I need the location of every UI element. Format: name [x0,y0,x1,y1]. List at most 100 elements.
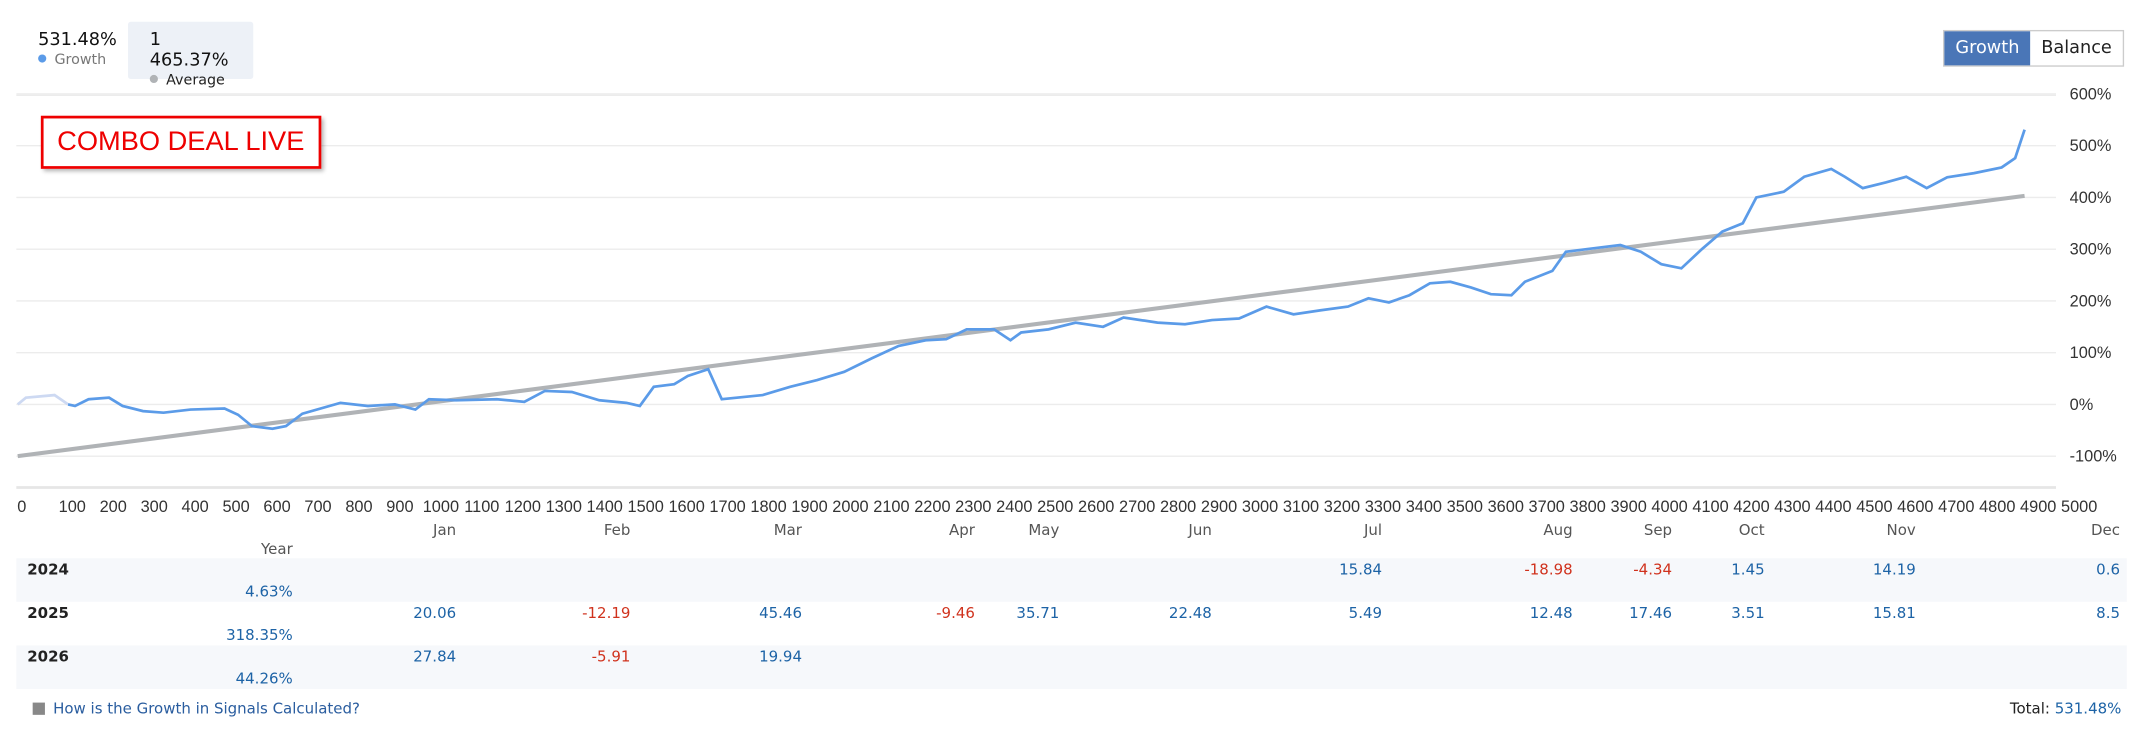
balance-tab[interactable]: Balance [2041,38,2112,59]
table-row: 2025 20.06 -12.19 45.46 -9.46 35.71 22.48 5.49 1… [16,602,2126,646]
x-tick-label: 1300 [546,498,582,516]
growth-line [67,129,2026,431]
x-tick-label: 700 [304,498,331,516]
x-tick-label: 4700 [1938,498,1974,516]
x-tick-label: 3500 [1447,498,1483,516]
cell-value: 20.06 [413,603,457,622]
x-tick-label: 2000 [832,498,868,516]
x-tick-label: 400 [182,498,209,516]
cell-value: Aug [1543,520,1573,539]
cell-value: 22.48 [1168,603,1212,622]
growth-dot-icon [38,54,47,63]
row-year: 2025 [27,603,69,622]
cell-value: -5.91 [591,647,631,666]
total-label: Total: [2009,699,2050,718]
cell-value: Oct [1738,520,1765,539]
x-tick-label: 2800 [1160,498,1196,516]
cell-value: May [1028,520,1060,539]
cell-value: 318.35% [226,625,293,644]
row-year: 2026 [27,647,69,666]
cell-value: Dec [2091,520,2121,539]
cell-value: 15.81 [1872,603,1916,622]
x-tick-label: 1500 [628,498,664,516]
y-tick-label: 0% [2070,396,2094,414]
x-tick-label: 5000 [2061,498,2097,516]
table-header-row: Jan Feb Mar Apr May Jun Jul Aug Sep Oct Nov Dec Year [16,520,2126,558]
growth-info-link[interactable]: How is the Growth in Signals Calculated? [32,699,360,718]
monthly-returns-table: Jan Feb Mar Apr May Jun Jul Aug Sep Oct Nov Dec Year… [16,520,2127,689]
x-tick-label: 2500 [1037,498,1073,516]
x-tick-label: 500 [222,498,249,516]
x-tick-label: 2700 [1119,498,1155,516]
x-tick-label: 1200 [505,498,541,516]
x-tick-label: 4000 [1651,498,1687,516]
cell-value: 27.84 [413,647,457,666]
y-tick-label: 300% [2070,241,2112,259]
y-tick-label: 200% [2070,292,2112,310]
x-tick-label: 4500 [1856,498,1892,516]
x-tick-label: 300 [141,498,168,516]
y-tick-label: 400% [2070,189,2112,207]
cell-value: Jun [1188,520,1212,539]
x-tick-label: 1000 [423,498,459,516]
cell-value: Mar [773,520,802,539]
x-tick-label: 900 [386,498,413,516]
x-tick-label: 4600 [1897,498,1933,516]
cell-value: Year [261,539,293,558]
x-tick-label: 1100 [464,498,499,516]
legend-growth[interactable]: 531.48% Growth [16,22,138,79]
cell-value: 45.46 [759,603,802,622]
x-tick-label: 1800 [750,498,786,516]
cell-value: 35.71 [1016,603,1060,622]
total-growth: Total: 531.48% [2010,700,2121,718]
cell-value: 15.84 [1339,560,1383,578]
x-tick-label: 2200 [914,498,950,516]
cell-value: 19.94 [759,647,802,666]
growth-label: Growth [54,51,107,69]
average-value: 1 465.37% [149,29,229,71]
cell-value: 4.63% [245,582,293,600]
x-tick-label: 3300 [1365,498,1401,516]
cell-value: 5.49 [1348,603,1383,622]
x-tick-label: 2400 [996,498,1032,516]
cell-value: -9.46 [936,603,975,622]
legend-average[interactable]: 1 465.37% Average [127,21,254,89]
x-tick-label: 3400 [1406,498,1442,516]
cell-value: -18.98 [1524,560,1573,578]
growth-info-link-text: How is the Growth in Signals Calculated? [53,699,360,718]
cell-value: 14.19 [1872,560,1916,578]
x-tick-label: 4300 [1774,498,1810,516]
cell-value: -12.19 [582,603,631,622]
book-icon [32,702,45,715]
cell-value: Jul [1363,520,1383,539]
x-tick-label: 1900 [791,498,827,516]
x-tick-label: 4200 [1733,498,1769,516]
cell-value: 17.46 [1629,603,1673,622]
y-tick-label: 100% [2070,344,2112,362]
x-tick-label: 3600 [1488,498,1524,516]
total-value: 531.48% [2054,699,2122,718]
y-tick-label: -100% [2070,448,2117,466]
cell-value: 12.48 [1529,603,1573,622]
y-tick-label: 500% [2070,137,2112,155]
growth-line-faded [16,393,69,406]
x-tick-label: 3100 [1283,498,1319,516]
cell-value: Nov [1886,520,1916,539]
chart-mode-toggle: Growth Balance [1943,29,2125,67]
table-row: 2024 15.84 -18.98 -4.34 1.45 14.19 0.6 4.63% [16,558,2127,602]
x-tick-label: 1600 [668,498,704,516]
average-dot-icon [149,74,158,84]
cell-value: Feb [603,520,631,539]
x-tick-label: 1400 [587,498,623,516]
x-tick-label: 3000 [1242,498,1278,516]
growth-chart: 600% 500% 400% 300% 200% 100% 0% -100% 0 100 200 30… [16,85,2117,516]
x-tick-label: 3900 [1610,498,1646,516]
cell-value: -4.34 [1633,560,1673,578]
cell-value: Apr [948,520,975,539]
growth-tab[interactable]: Growth [1944,31,2031,66]
x-tick-label: 2900 [1201,498,1237,516]
row-year: 2024 [27,560,69,578]
x-tick-label: 4900 [2020,498,2056,516]
x-tick-label: 3700 [1529,498,1565,516]
